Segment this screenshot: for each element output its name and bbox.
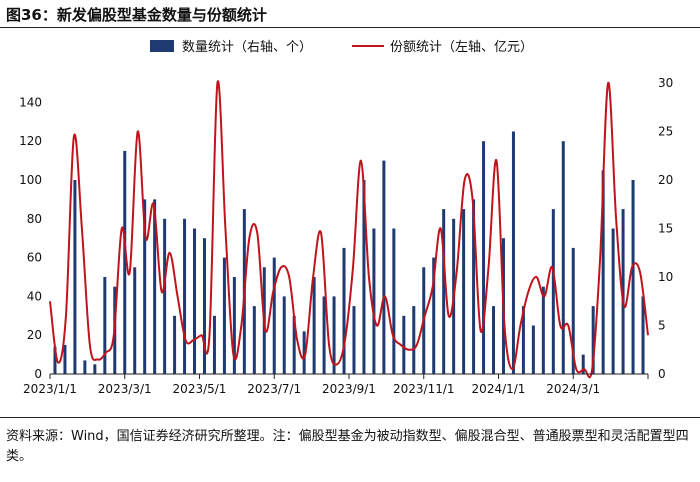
x-tick-label: 2023/3/1 [98, 382, 152, 396]
bar [581, 354, 585, 374]
bar [322, 296, 326, 374]
bar [342, 247, 346, 374]
axes: 0 20 40 60 80 100 120 140 0 5 10 15 20 25 30 2023/1/1 20… [19, 76, 673, 396]
y-left-tick-label: 100 [19, 173, 42, 187]
bar [352, 306, 356, 374]
x-tick-label: 2023/1/1 [23, 382, 77, 396]
source-note: 资料来源：Wind，国信证券经济研究所整理。注：偏股型基金为被动指数型、偏股混合… [6, 429, 689, 464]
y-right-tick-label: 30 [658, 76, 673, 90]
y-left-tick-label: 60 [27, 251, 42, 265]
bar [222, 257, 226, 374]
bar [611, 228, 615, 374]
bar [282, 296, 286, 374]
y-right-tick-label: 10 [658, 270, 673, 284]
y-left-tick-label: 80 [27, 212, 42, 226]
footer-divider [0, 417, 700, 418]
bar [212, 315, 216, 374]
bar [73, 180, 77, 374]
bar [153, 199, 157, 374]
chart: 数量统计（右轴、个） 份额统计（左轴、亿元） 02040608010012014… [19, 40, 673, 396]
bar [641, 296, 645, 374]
bar [93, 364, 97, 374]
bar [412, 306, 416, 374]
title-divider [0, 27, 700, 28]
y-left-tick-label: 0 [34, 367, 42, 381]
bar [492, 306, 496, 374]
x-tick-label: 2023/5/1 [173, 382, 227, 396]
bar [571, 247, 575, 374]
bar [312, 277, 316, 374]
bar [292, 315, 296, 374]
bar [302, 331, 306, 374]
bar [193, 228, 197, 374]
y-right-tick-label: 5 [658, 319, 666, 333]
bar [53, 346, 57, 374]
legend-swatch-bars [150, 40, 174, 52]
bar [382, 160, 386, 374]
bar [332, 296, 336, 374]
y-right-tick-label: 25 [658, 125, 673, 139]
bar [143, 199, 147, 374]
bar [133, 267, 137, 374]
bar [561, 141, 565, 374]
y-left-tick-label: 20 [27, 328, 42, 342]
x-tick-label: 2024/1/1 [472, 382, 526, 396]
bar [103, 277, 107, 374]
legend: 数量统计（右轴、个） 份额统计（左轴、亿元） [150, 40, 533, 55]
x-tick-label: 2023/7/1 [247, 382, 301, 396]
bar [551, 209, 555, 374]
bar [163, 218, 167, 374]
chart-title: 图36：新发偏股型基金数量与份额统计 [6, 6, 267, 24]
bar [392, 228, 396, 374]
bar [232, 277, 236, 374]
line-series [49, 80, 649, 379]
bar [531, 325, 535, 374]
bar [123, 150, 127, 374]
bar [372, 228, 376, 374]
bar [621, 209, 625, 374]
bar [631, 180, 635, 374]
bar [402, 315, 406, 374]
bar [432, 257, 436, 374]
y-right-tick-label: 0 [658, 367, 666, 381]
x-tick-label: 2023/9/1 [322, 382, 376, 396]
y-left-tick-label: 140 [19, 95, 42, 109]
bar [252, 306, 256, 374]
x-tick-label: 2024/3/1 [546, 382, 600, 396]
y-left-tick-label: 120 [19, 134, 42, 148]
bar [83, 360, 87, 374]
bar [472, 199, 476, 374]
x-tick-label: 2023/11/1 [393, 382, 455, 396]
y-right-tick-label: 20 [658, 173, 673, 187]
bar [591, 306, 595, 374]
bar [202, 238, 206, 374]
bar [362, 180, 366, 374]
bar [173, 315, 177, 374]
y-right-tick-label: 15 [658, 222, 673, 236]
bar [511, 131, 515, 374]
bar [541, 286, 545, 374]
bar [183, 218, 187, 374]
bar [601, 170, 605, 374]
legend-label-bars: 数量统计（右轴、个） [182, 40, 312, 55]
bar [482, 141, 486, 374]
bar [462, 209, 466, 374]
y-left-tick-label: 40 [27, 289, 42, 303]
bar [63, 344, 67, 374]
bar [442, 209, 446, 374]
legend-label-line: 份额统计（左轴、亿元） [390, 40, 533, 55]
bar [272, 257, 276, 374]
bar [521, 306, 525, 374]
